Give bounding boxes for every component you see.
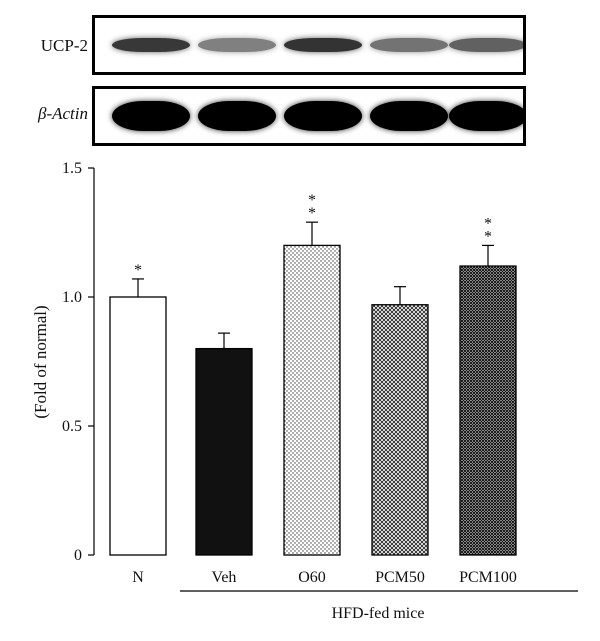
ucp2-band-1 bbox=[112, 38, 190, 52]
y-tick-label: 1.0 bbox=[62, 289, 82, 306]
significance-marker: * bbox=[308, 205, 316, 222]
y-tick-label: 0 bbox=[74, 547, 82, 564]
actin-band-2 bbox=[198, 101, 276, 131]
ucp2-blot-panel bbox=[92, 15, 526, 75]
x-tick-label-pcm50: PCM50 bbox=[375, 569, 425, 586]
bar-veh bbox=[195, 347, 253, 556]
bar-o60 bbox=[283, 244, 341, 556]
significance-marker: * bbox=[308, 192, 316, 209]
group-label: HFD-fed mice bbox=[332, 605, 425, 622]
significance-marker: * bbox=[134, 262, 142, 279]
ucp2-band-4 bbox=[370, 38, 448, 52]
actin-band-3 bbox=[284, 101, 362, 131]
ucp2-blot-label: UCP-2 bbox=[40, 36, 88, 55]
bar-pcm100 bbox=[459, 265, 517, 556]
actin-band-5 bbox=[449, 101, 523, 131]
significance-marker: * bbox=[484, 228, 492, 245]
y-axis-label: (Fold of normal) bbox=[31, 305, 50, 418]
x-tick-label-o60: O60 bbox=[298, 569, 326, 586]
x-tick-label-veh: Veh bbox=[212, 569, 237, 586]
bar-n bbox=[109, 296, 167, 556]
significance-marker: * bbox=[484, 215, 492, 232]
x-tick-label-pcm100: PCM100 bbox=[459, 569, 517, 586]
y-tick-label: 1.5 bbox=[62, 160, 82, 177]
actin-band-4 bbox=[370, 101, 448, 131]
y-tick-label: 0.5 bbox=[62, 418, 82, 435]
bar-pcm50 bbox=[371, 304, 429, 556]
x-ticks: N Veh O60 PCM50 PCM100 bbox=[132, 569, 517, 586]
actin-blot-label: β-Actin bbox=[37, 104, 88, 123]
bars: ***** bbox=[109, 192, 517, 556]
ucp2-band-3 bbox=[284, 38, 362, 52]
y-ticks: 0 0.5 1.0 1.5 bbox=[62, 160, 94, 564]
actin-band-1 bbox=[112, 101, 190, 131]
x-tick-label-n: N bbox=[132, 569, 144, 586]
ucp2-band-2 bbox=[198, 38, 276, 52]
actin-blot-panel bbox=[92, 86, 526, 146]
ucp2-band-5 bbox=[449, 38, 523, 52]
